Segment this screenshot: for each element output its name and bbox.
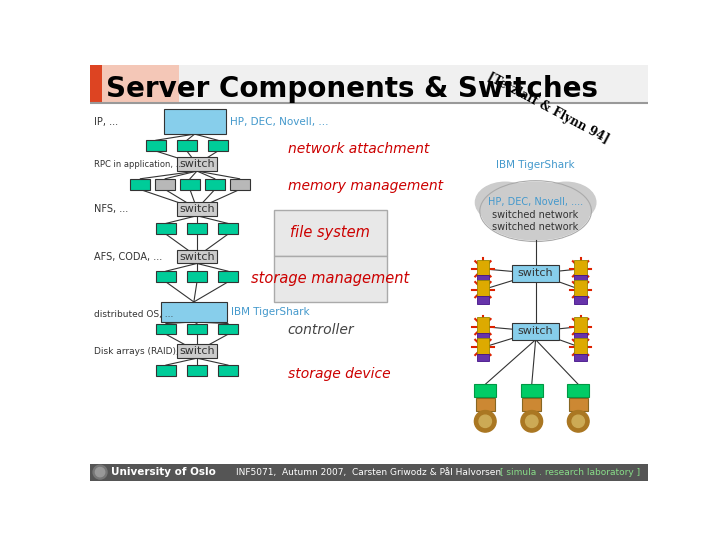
Bar [523, 398, 541, 410]
Text: storage management: storage management [251, 272, 410, 286]
Bar [477, 296, 489, 303]
Bar [218, 271, 238, 282]
Bar [575, 280, 587, 296]
Bar [161, 302, 228, 322]
Bar [575, 296, 587, 303]
Bar [218, 365, 238, 376]
Circle shape [96, 468, 104, 477]
Text: switched network: switched network [492, 210, 579, 220]
Bar [477, 333, 489, 340]
Bar [575, 338, 587, 354]
Bar [575, 333, 587, 340]
Bar [177, 345, 217, 358]
Bar [521, 384, 543, 397]
Circle shape [526, 415, 538, 428]
Text: storage device: storage device [287, 367, 390, 381]
Text: RPC in application, ...: RPC in application, ... [94, 160, 184, 168]
Bar [513, 323, 559, 340]
Text: memory management: memory management [287, 179, 443, 193]
Bar [177, 202, 217, 215]
Bar [163, 110, 225, 134]
Bar [476, 398, 495, 410]
Bar [187, 224, 207, 234]
Text: INF5071,  Autumn 2007,  Carsten Griwodz & Pål Halvorsen: INF5071, Autumn 2007, Carsten Griwodz & … [236, 468, 502, 477]
Ellipse shape [482, 182, 590, 240]
Bar [90, 65, 648, 103]
Bar [156, 323, 176, 334]
Text: University of Oslo: University of Oslo [111, 467, 216, 477]
Text: switch: switch [179, 204, 215, 214]
Text: switch: switch [518, 268, 554, 279]
Ellipse shape [475, 182, 535, 222]
Bar [513, 265, 559, 282]
Text: IBM TigerShark: IBM TigerShark [496, 160, 575, 170]
Bar [204, 179, 225, 190]
Bar [177, 157, 217, 171]
Circle shape [474, 410, 496, 432]
Bar [230, 179, 250, 190]
Bar [177, 249, 217, 264]
Text: Disk arrays (RAID), ...: Disk arrays (RAID), ... [94, 347, 190, 356]
Text: HP, DEC, Novell, ....: HP, DEC, Novell, .... [488, 197, 583, 207]
Bar [575, 354, 587, 361]
Bar [156, 271, 176, 282]
Bar [130, 179, 150, 190]
Circle shape [93, 465, 107, 479]
Ellipse shape [528, 200, 576, 234]
Text: file system: file system [290, 225, 370, 240]
Bar [187, 365, 207, 376]
Text: switched network: switched network [492, 221, 579, 232]
Ellipse shape [536, 182, 596, 222]
Circle shape [572, 415, 585, 428]
Text: switch: switch [179, 346, 215, 356]
Bar [208, 140, 228, 151]
Bar [180, 179, 200, 190]
Bar [90, 65, 102, 103]
Bar [102, 65, 179, 103]
Bar [187, 323, 207, 334]
Text: NFS, ...: NFS, ... [94, 204, 128, 214]
Bar [575, 275, 587, 283]
Bar [569, 398, 588, 410]
Bar [567, 384, 589, 397]
Text: [Tetzlaff & Flynn 94]: [Tetzlaff & Flynn 94] [485, 71, 611, 146]
Bar [90, 464, 648, 481]
Bar [156, 365, 176, 376]
Bar [477, 275, 489, 283]
Ellipse shape [495, 200, 544, 234]
Text: switch: switch [518, 326, 554, 336]
Bar [477, 354, 489, 361]
Circle shape [479, 415, 492, 428]
Bar [274, 256, 387, 302]
Text: AFS, CODA, ...: AFS, CODA, ... [94, 252, 162, 261]
Text: controller: controller [287, 323, 354, 338]
Bar [477, 338, 489, 354]
Text: Server Components & Switches: Server Components & Switches [106, 76, 598, 104]
Bar [575, 318, 587, 333]
Text: HP, DEC, Novell, ...: HP, DEC, Novell, ... [230, 117, 328, 127]
Text: IP, ...: IP, ... [94, 117, 118, 127]
Bar [477, 280, 489, 296]
Text: distributed OS, ...: distributed OS, ... [94, 310, 174, 319]
Text: IBM TigerShark: IBM TigerShark [231, 307, 310, 317]
Bar [156, 224, 176, 234]
Text: switch: switch [179, 159, 215, 169]
Bar [274, 210, 387, 256]
Bar [145, 140, 166, 151]
Bar [187, 271, 207, 282]
Bar [177, 140, 197, 151]
Text: switch: switch [179, 252, 215, 261]
Bar [477, 318, 489, 333]
Text: [ simula . research laboratory ]: [ simula . research laboratory ] [500, 468, 640, 477]
Bar [218, 323, 238, 334]
Bar [477, 260, 489, 275]
Circle shape [567, 410, 589, 432]
Bar [474, 384, 496, 397]
Bar [155, 179, 175, 190]
Bar [575, 260, 587, 275]
Circle shape [521, 410, 543, 432]
Text: network attachment: network attachment [287, 141, 429, 156]
Bar [218, 224, 238, 234]
